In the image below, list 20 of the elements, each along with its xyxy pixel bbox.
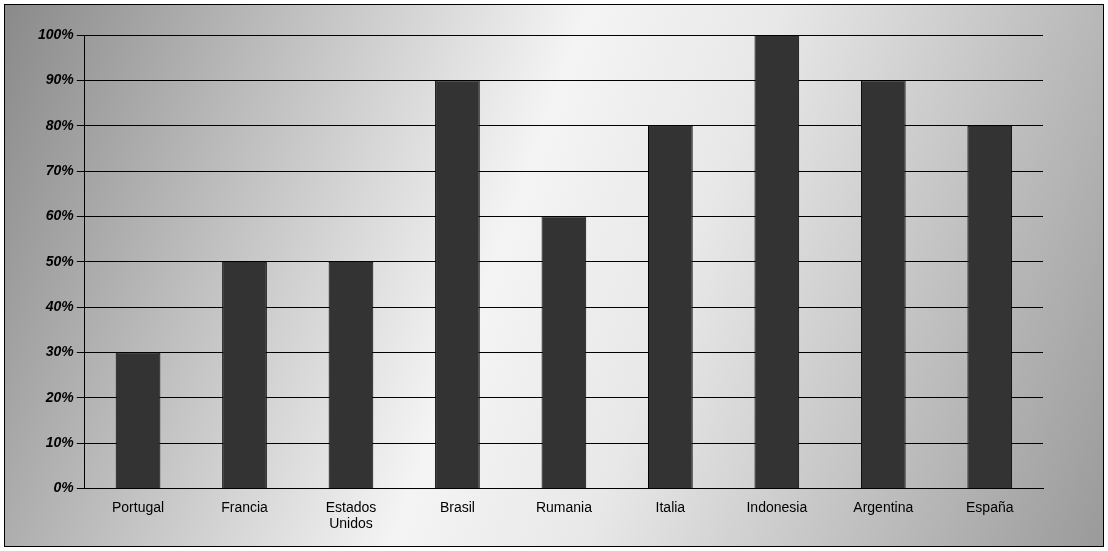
y-tick-label: 40% — [44, 297, 75, 314]
x-tick-label: Francia — [221, 498, 269, 515]
y-tick-label: 10% — [45, 433, 75, 450]
x-tick-label: Italia — [655, 498, 686, 515]
y-tick-label: 90% — [45, 71, 75, 88]
y-tick-label: 60% — [45, 207, 75, 224]
x-tick-label: Brasil — [439, 498, 475, 515]
x-tick-label: Rumania — [535, 498, 593, 515]
x-tick-label: Indonesia — [746, 498, 808, 515]
x-tick-label: Estados Unidos — [325, 498, 377, 532]
y-tick-label: 100% — [37, 25, 75, 42]
y-tick-label: 50% — [45, 252, 75, 269]
x-tick-label: España — [966, 498, 1014, 515]
y-tick-label: 70% — [45, 161, 75, 178]
y-tick-label: 30% — [45, 343, 75, 360]
y-tick-label: 80% — [45, 116, 75, 133]
x-tick-label: Portugal — [111, 498, 165, 515]
x-tick-label: Argentina — [853, 498, 914, 515]
y-tick-label: 0% — [53, 479, 75, 496]
y-tick-label: 20% — [44, 388, 75, 405]
